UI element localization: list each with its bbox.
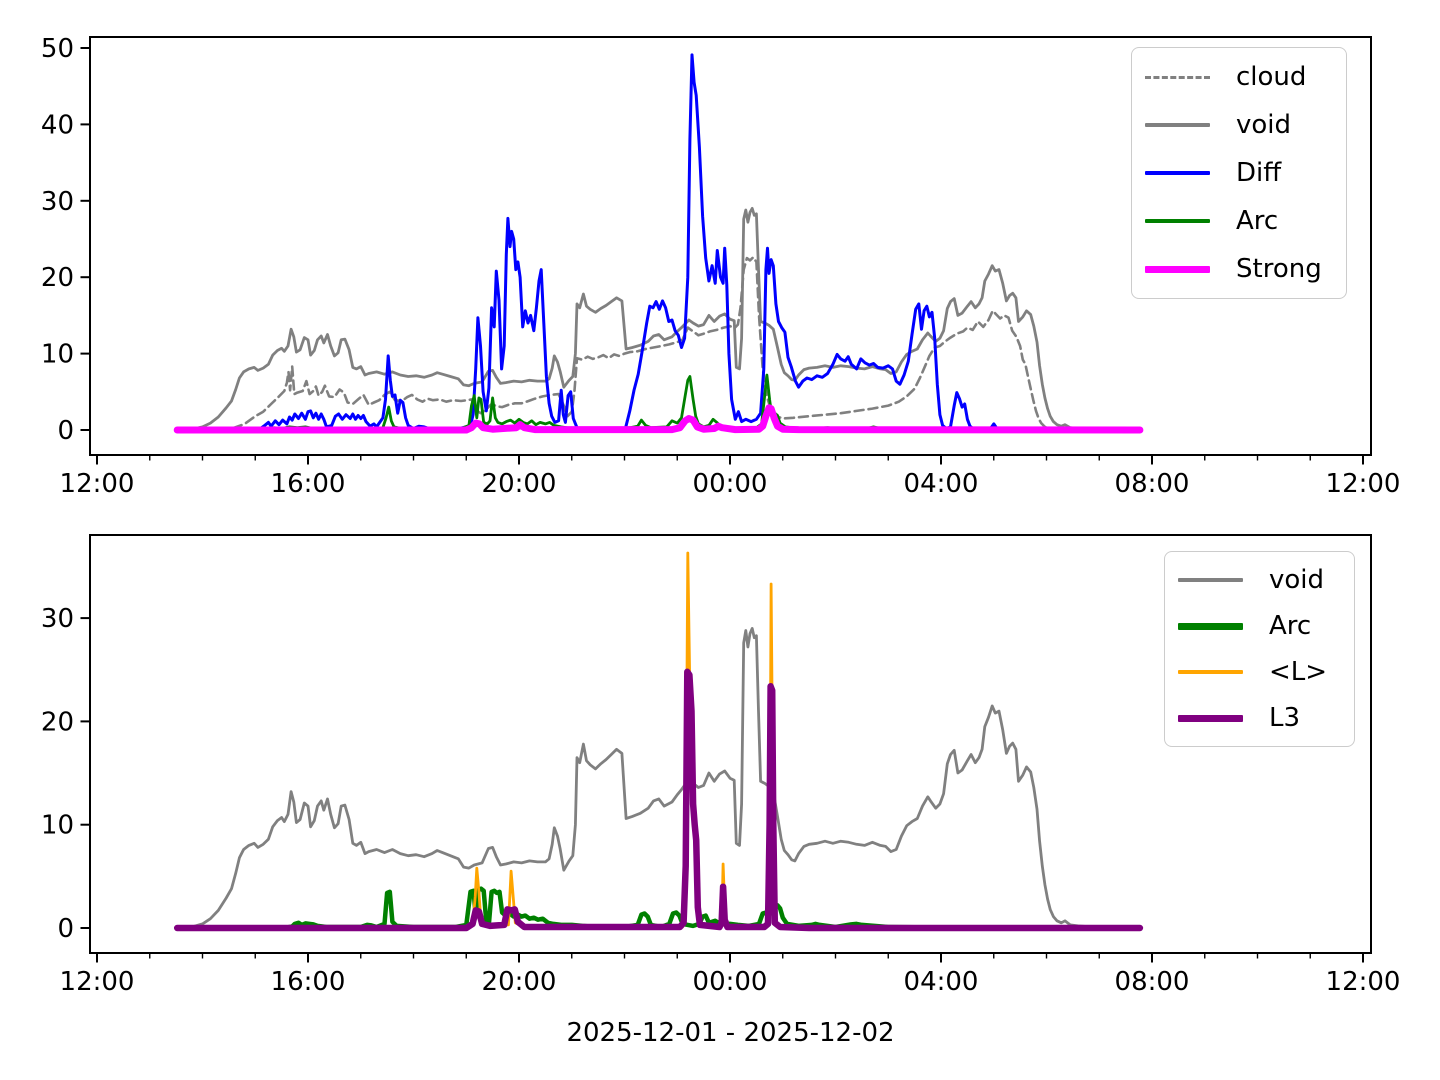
top-series-diff-line — [175, 53, 1142, 432]
bottom-x-tick-label: 08:00 — [1115, 967, 1190, 997]
bottom-series-group — [173, 551, 1144, 932]
legend-item-l3: L3 — [1178, 695, 1340, 741]
top-y-tick-label: 10 — [41, 340, 74, 370]
bottom-x-tick-label: 16:00 — [271, 967, 346, 997]
top-x-tick-label: 00:00 — [693, 469, 768, 499]
line-sample-icon — [1178, 670, 1243, 674]
line-sample-icon — [1145, 219, 1210, 223]
bottom-x-tick-label: 04:00 — [904, 967, 979, 997]
legend-item-void: void — [1178, 557, 1340, 603]
top-x-tick-label: 04:00 — [904, 469, 979, 499]
x-axis-title: 2025-12-01 - 2025-12-02 — [566, 1018, 895, 1048]
top-y-tick-label: 0 — [57, 416, 74, 446]
top-y-axis-ticks: 0 10 20 30 40 50 — [41, 34, 90, 446]
legend-item-arc: Arc — [1178, 603, 1340, 649]
bottom-series-l3-line — [173, 668, 1144, 932]
top-x-tick-label: 12:00 — [60, 469, 135, 499]
legend-item-label: L3 — [1269, 703, 1301, 733]
top-x-tick-label: 20:00 — [482, 469, 557, 499]
bottom-series-void-line — [175, 627, 1142, 930]
top-series-cloud-line — [175, 255, 1142, 432]
bottom-series-arc-line — [174, 886, 1143, 931]
bottom-chart: 12:00 16:00 20:00 00:00 04:00 08:00 12:00 0 10 20… — [41, 534, 1401, 997]
legend-item-void: void — [1145, 101, 1332, 149]
bottom-x-tick-label: 12:00 — [60, 967, 135, 997]
bottom-x-axis-ticks: 12:00 16:00 20:00 00:00 04:00 08:00 12:00 — [60, 953, 1401, 997]
line-sample-icon — [1145, 265, 1210, 273]
top-chart: 12:00 16:00 20:00 00:00 04:00 08:00 12:00 0 10 20… — [41, 34, 1401, 499]
bottom-series-l-line — [175, 551, 1142, 930]
bottom-legend: void Arc <L> L3 — [1164, 551, 1355, 747]
legend-item-label: Arc — [1269, 611, 1312, 641]
top-y-tick-label: 40 — [41, 110, 74, 140]
top-y-tick-label: 30 — [41, 187, 74, 217]
line-sample-icon — [1145, 171, 1210, 175]
top-y-tick-label: 50 — [41, 34, 74, 64]
legend-item-strong: Strong — [1145, 245, 1332, 293]
line-sample-icon — [1145, 123, 1210, 127]
line-sample-icon — [1178, 622, 1243, 630]
top-series-group — [173, 53, 1144, 434]
legend-item-label: Diff — [1236, 158, 1282, 188]
top-y-tick-label: 20 — [41, 263, 74, 293]
top-x-axis-ticks: 12:00 16:00 20:00 00:00 04:00 08:00 12:00 — [60, 455, 1401, 499]
bottom-y-tick-label: 30 — [41, 604, 74, 634]
top-series-strong-line — [173, 404, 1144, 434]
legend-item-arc: Arc — [1145, 197, 1332, 245]
legend-item-label: void — [1236, 110, 1292, 140]
top-series-void-line — [175, 206, 1142, 432]
legend-item-label: Strong — [1236, 254, 1322, 284]
legend-item-label: <L> — [1269, 657, 1328, 687]
bottom-x-tick-label: 20:00 — [482, 967, 557, 997]
legend-item-cloud: cloud — [1145, 53, 1332, 101]
top-legend: cloud void Diff Arc Strong — [1131, 47, 1347, 299]
bottom-y-axis-ticks: 0 10 20 30 — [41, 604, 90, 944]
line-sample-icon — [1178, 578, 1243, 582]
line-sample-icon — [1178, 714, 1243, 722]
legend-item-label: void — [1269, 565, 1325, 595]
top-x-tick-label: 12:00 — [1326, 469, 1401, 499]
bottom-y-tick-label: 20 — [41, 707, 74, 737]
bottom-x-tick-label: 12:00 — [1326, 967, 1401, 997]
bottom-y-tick-label: 10 — [41, 811, 74, 841]
bottom-x-tick-label: 00:00 — [693, 967, 768, 997]
legend-item-label: cloud — [1236, 62, 1307, 92]
legend-item-label: Arc — [1236, 206, 1279, 236]
top-x-tick-label: 16:00 — [271, 469, 346, 499]
legend-item-l: <L> — [1178, 649, 1340, 695]
bottom-y-tick-label: 0 — [57, 914, 74, 944]
top-x-tick-label: 08:00 — [1115, 469, 1190, 499]
legend-item-diff: Diff — [1145, 149, 1332, 197]
dashed-line-sample-icon — [1145, 75, 1210, 79]
top-series-arc-line — [175, 373, 1142, 432]
